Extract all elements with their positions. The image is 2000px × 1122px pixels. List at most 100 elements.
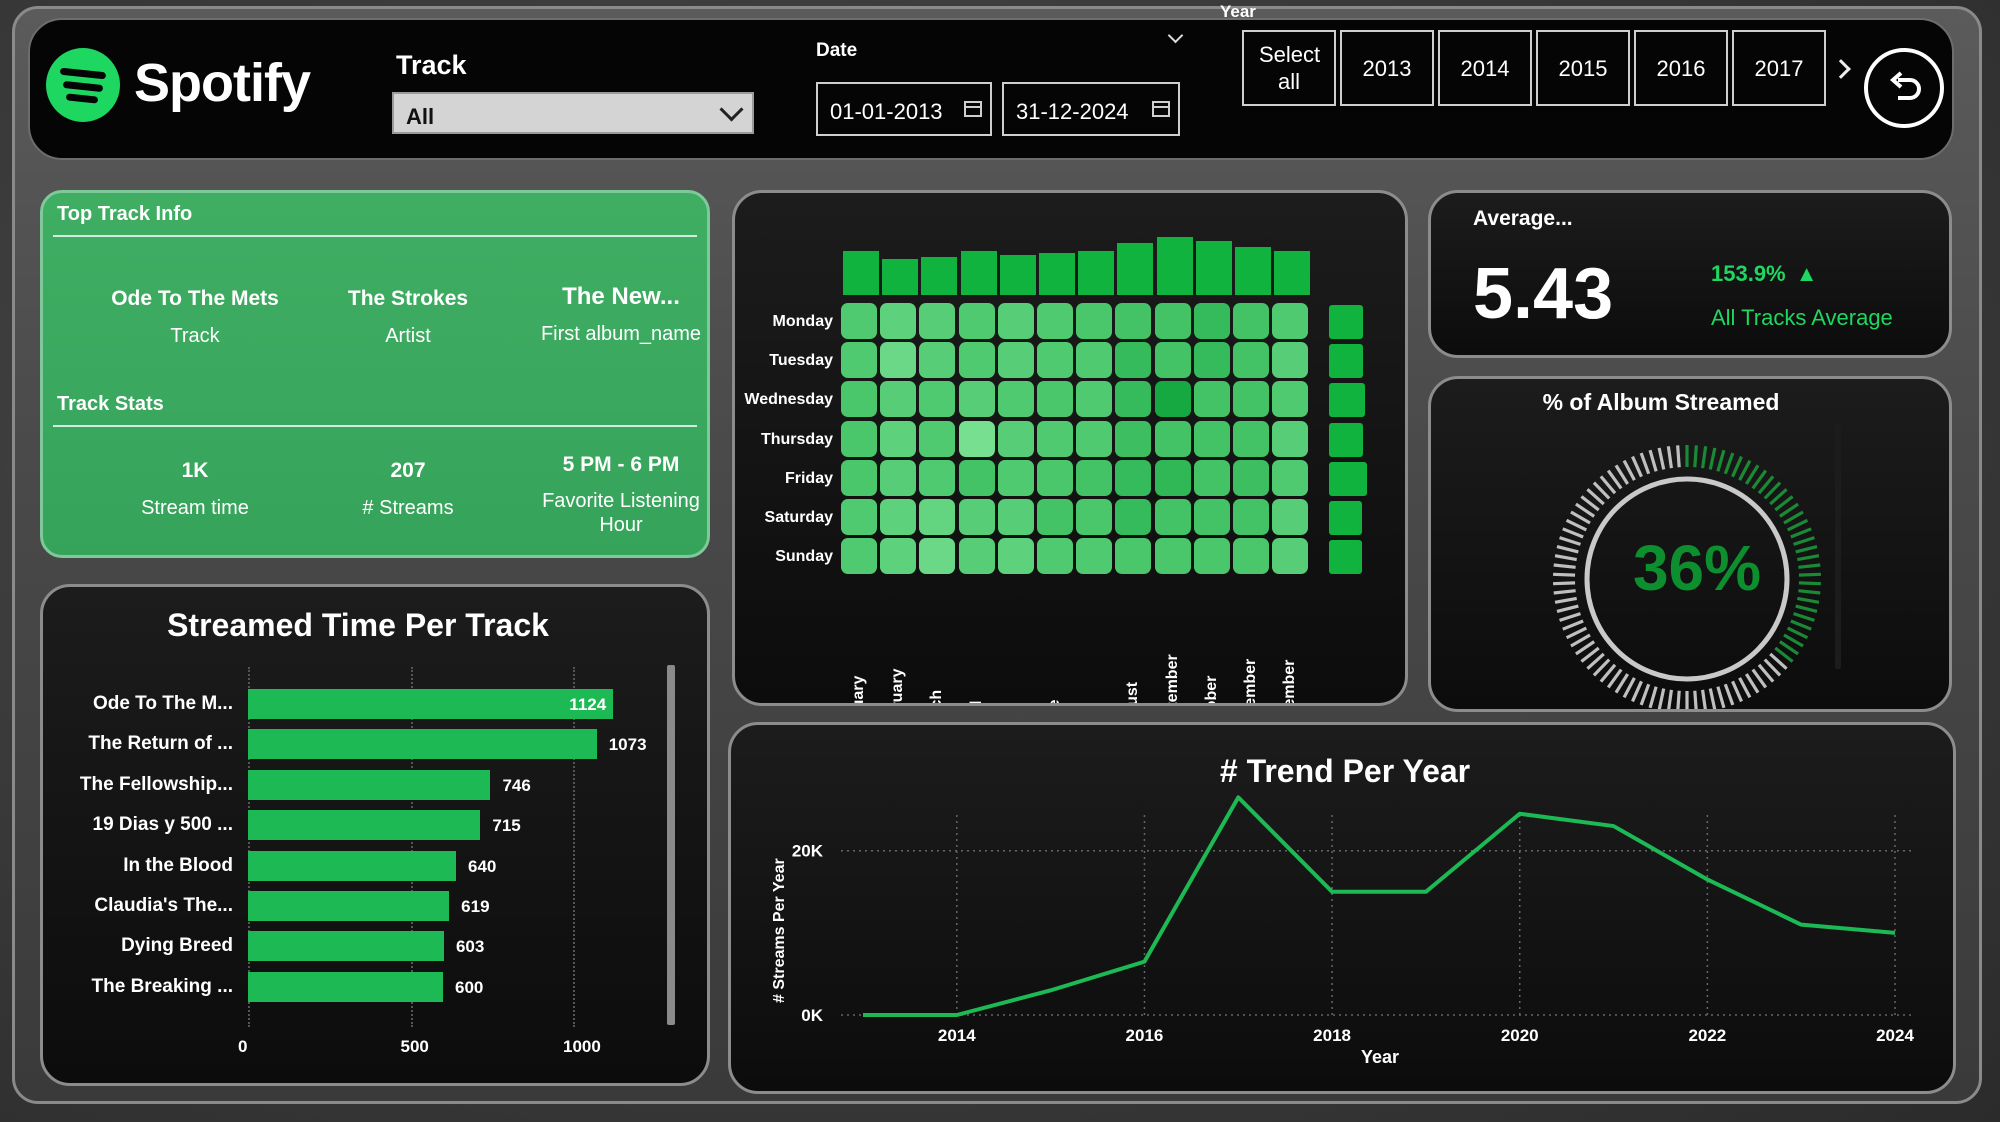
heatmap-cell[interactable] <box>997 420 1034 457</box>
heatmap-cell[interactable] <box>958 342 995 379</box>
heatmap-cell[interactable] <box>841 303 877 339</box>
heatmap-cell[interactable] <box>1193 303 1230 339</box>
scrollbar[interactable] <box>667 665 675 1025</box>
heatmap-cell[interactable] <box>880 538 917 575</box>
heatmap-cell[interactable] <box>958 459 995 496</box>
heatmap-cell[interactable] <box>919 459 956 496</box>
trend-series-line[interactable] <box>863 795 1896 1017</box>
heatmap-cell[interactable] <box>1076 303 1113 339</box>
heatmap-cell[interactable] <box>880 342 917 379</box>
year-button-2016[interactable]: 2016 <box>1634 30 1728 106</box>
heatmap-cell[interactable] <box>1272 303 1309 339</box>
year-button-2014[interactable]: 2014 <box>1438 30 1532 106</box>
heatmap-cell[interactable] <box>1154 381 1191 418</box>
heatmap-cell[interactable] <box>958 420 995 457</box>
heatmap-cell[interactable] <box>880 499 917 535</box>
heatmap-cell[interactable] <box>1272 499 1309 535</box>
heatmap-cell[interactable] <box>958 538 995 575</box>
bar[interactable] <box>248 769 491 800</box>
heatmap-cell[interactable] <box>1115 538 1152 575</box>
heatmap-cell[interactable] <box>1193 342 1230 379</box>
heatmap-cell[interactable] <box>1154 538 1191 575</box>
end-date-input[interactable]: 31-12-2024 <box>1002 82 1180 136</box>
heatmap-cell[interactable] <box>997 303 1034 339</box>
heatmap-cell[interactable] <box>1076 499 1113 535</box>
heatmap-cell[interactable] <box>1037 459 1073 496</box>
heatmap-cell[interactable] <box>997 381 1034 418</box>
heatmap-cell[interactable] <box>919 381 956 418</box>
heatmap-cell[interactable] <box>880 459 917 496</box>
gauge-scrollbar[interactable] <box>1835 423 1841 669</box>
year-select-all-button[interactable]: Select all <box>1242 30 1336 106</box>
heatmap-cell[interactable] <box>841 499 877 535</box>
heatmap-cell[interactable] <box>997 342 1034 379</box>
heatmap-cell[interactable] <box>1115 381 1152 418</box>
heatmap-cell[interactable] <box>1115 459 1152 496</box>
heatmap-cell[interactable] <box>1193 381 1230 418</box>
heatmap-cell[interactable] <box>841 420 877 457</box>
heatmap-cell[interactable] <box>841 342 877 379</box>
heatmap-cell[interactable] <box>919 538 956 575</box>
bar[interactable] <box>248 729 597 760</box>
calendar-icon[interactable] <box>1152 101 1170 117</box>
heatmap-cell[interactable] <box>1233 499 1269 535</box>
start-date-input[interactable]: 01-01-2013 <box>816 82 992 136</box>
heatmap-cell[interactable] <box>1115 303 1152 339</box>
bar[interactable] <box>248 810 481 841</box>
heatmap-cell[interactable] <box>919 303 956 339</box>
heatmap-cell[interactable] <box>1076 342 1113 379</box>
heatmap-cell[interactable] <box>880 303 917 339</box>
heatmap-cell[interactable] <box>919 342 956 379</box>
heatmap-cell[interactable] <box>1115 342 1152 379</box>
chevron-right-icon[interactable] <box>1831 59 1851 79</box>
bar[interactable] <box>248 971 443 1002</box>
heatmap-cell[interactable] <box>919 420 956 457</box>
heatmap-cell[interactable] <box>1193 499 1230 535</box>
heatmap-cell[interactable] <box>1272 538 1309 575</box>
date-collapse-chevron-icon[interactable] <box>1167 27 1184 44</box>
heatmap-cell[interactable] <box>1272 420 1309 457</box>
heatmap-cell[interactable] <box>1037 303 1073 339</box>
heatmap-cell[interactable] <box>997 499 1034 535</box>
heatmap-cell[interactable] <box>1037 538 1073 575</box>
heatmap-cell[interactable] <box>1233 342 1269 379</box>
heatmap-cell[interactable] <box>1154 342 1191 379</box>
heatmap-cell[interactable] <box>1233 538 1269 575</box>
year-button-2017[interactable]: 2017 <box>1732 30 1826 106</box>
heatmap-cell[interactable] <box>880 420 917 457</box>
heatmap-cell[interactable] <box>841 538 877 575</box>
heatmap-cell[interactable] <box>1115 499 1152 535</box>
bar[interactable] <box>248 850 456 881</box>
heatmap-cell[interactable] <box>1037 420 1073 457</box>
heatmap-cell[interactable] <box>1193 538 1230 575</box>
heatmap-cell[interactable] <box>1154 303 1191 339</box>
track-dropdown[interactable]: All <box>392 92 754 134</box>
heatmap-cell[interactable] <box>1076 420 1113 457</box>
heatmap-cell[interactable] <box>997 459 1034 496</box>
bar[interactable] <box>248 689 614 719</box>
year-button-2013[interactable]: 2013 <box>1340 30 1434 106</box>
heatmap-cell[interactable] <box>841 459 877 496</box>
heatmap-cell[interactable] <box>997 538 1034 575</box>
heatmap-cell[interactable] <box>1154 499 1191 535</box>
heatmap-cell[interactable] <box>958 381 995 418</box>
heatmap-cell[interactable] <box>1233 459 1269 496</box>
heatmap-cell[interactable] <box>1037 499 1073 535</box>
heatmap-cell[interactable] <box>1233 303 1269 339</box>
heatmap-cell[interactable] <box>1272 342 1309 379</box>
heatmap-cell[interactable] <box>919 499 956 535</box>
heatmap-cell[interactable] <box>1115 420 1152 457</box>
heatmap-cell[interactable] <box>1233 420 1269 457</box>
heatmap-cell[interactable] <box>1076 459 1113 496</box>
year-button-2015[interactable]: 2015 <box>1536 30 1630 106</box>
heatmap-cell[interactable] <box>958 303 995 339</box>
calendar-icon[interactable] <box>964 101 982 117</box>
heatmap-cell[interactable] <box>841 381 877 418</box>
heatmap-cell[interactable] <box>1272 459 1309 496</box>
heatmap-cell[interactable] <box>1272 381 1309 418</box>
heatmap-cell[interactable] <box>1037 342 1073 379</box>
bar[interactable] <box>248 931 444 962</box>
heatmap-cell[interactable] <box>1154 459 1191 496</box>
heatmap-cell[interactable] <box>1233 381 1269 418</box>
heatmap-cell[interactable] <box>1037 381 1073 418</box>
